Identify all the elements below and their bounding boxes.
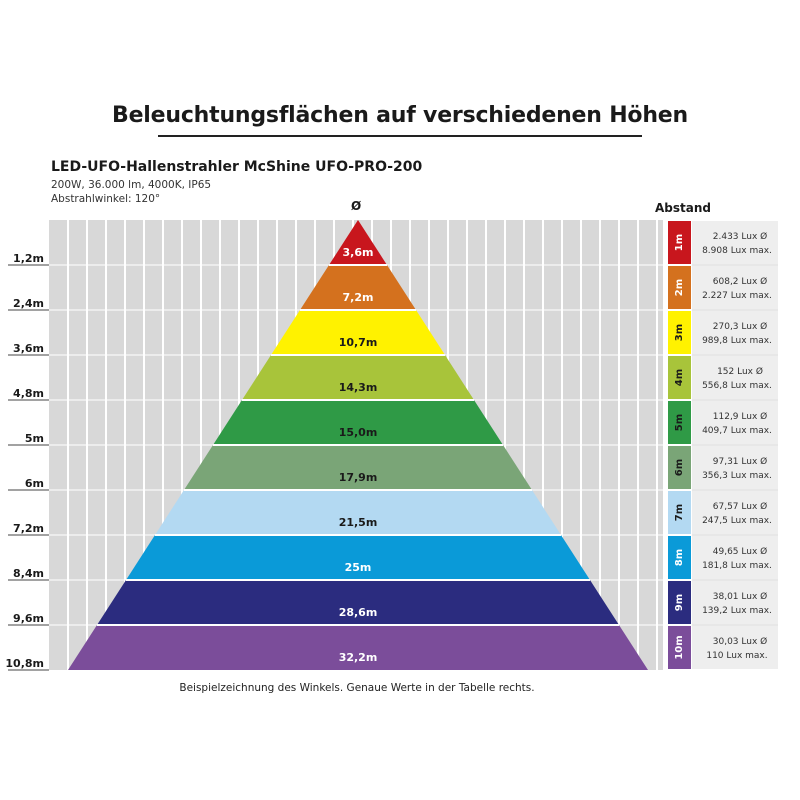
- lux-cell: [692, 446, 778, 489]
- lux-average: 49,65 Lux Ø: [713, 546, 767, 557]
- lux-cell: [692, 626, 778, 669]
- band-diameter-label: 25m: [345, 561, 372, 574]
- pyramid-band: [242, 355, 474, 400]
- page-title: Beleuchtungsflächen auf verschiedenen Hö…: [112, 103, 688, 128]
- height-label: 8,4m: [13, 567, 44, 580]
- band-diameter-label: 28,6m: [339, 606, 378, 619]
- pyramid-band: [97, 580, 619, 625]
- pyramid-band: [155, 490, 561, 535]
- lux-maximum: 2.227 Lux max.: [702, 291, 772, 301]
- distance-cell: [668, 401, 691, 444]
- spec-angle: Abstrahlwinkel: 120°: [51, 193, 161, 205]
- height-label: 2,4m: [13, 297, 44, 310]
- lux-maximum: 139,2 Lux max.: [702, 606, 772, 616]
- height-label: 10,8m: [5, 657, 44, 670]
- distance-cell: [668, 356, 691, 399]
- diameter-header: Ø: [351, 199, 362, 213]
- pyramid-band: [329, 220, 387, 265]
- band-diameter-label: 15,0m: [339, 426, 378, 439]
- distance-label: 10m: [674, 635, 685, 659]
- height-label: 6m: [25, 477, 44, 490]
- chart-caption: Beispielzeichnung des Winkels. Genaue We…: [179, 682, 535, 694]
- height-label: 7,2m: [13, 522, 44, 535]
- distance-header: Abstand: [655, 201, 711, 215]
- distance-cell: [668, 221, 691, 264]
- distance-label: 9m: [674, 594, 685, 611]
- band-diameter-label: 14,3m: [339, 381, 378, 394]
- distance-label: 7m: [674, 504, 685, 521]
- pyramid-band: [300, 265, 416, 310]
- lux-maximum: 181,8 Lux max.: [702, 561, 772, 571]
- lux-average: 38,01 Lux Ø: [713, 591, 767, 602]
- lux-average: 67,57 Lux Ø: [713, 501, 767, 512]
- distance-cell: [668, 266, 691, 309]
- height-label: 9,6m: [13, 612, 44, 625]
- distance-cell: [668, 581, 691, 624]
- lux-maximum: 989,8 Lux max.: [702, 336, 772, 346]
- lux-maximum: 110 Lux max.: [706, 651, 767, 661]
- lux-average: 2.433 Lux Ø: [713, 231, 767, 242]
- lux-average: 97,31 Lux Ø: [713, 456, 767, 467]
- product-name: LED-UFO-Hallenstrahler McShine UFO-PRO-2…: [51, 159, 423, 175]
- distance-label: 5m: [674, 414, 685, 431]
- distance-cell: [668, 491, 691, 534]
- lux-cell: [692, 491, 778, 534]
- title-underline: [158, 135, 642, 137]
- height-label: 1,2m: [13, 252, 44, 265]
- height-label: 3,6m: [13, 342, 44, 355]
- pyramid-band: [271, 310, 445, 355]
- lux-maximum: 409,7 Lux max.: [702, 426, 772, 436]
- lux-cell: [692, 401, 778, 444]
- distance-label: 4m: [674, 369, 685, 386]
- pyramid-band: [213, 400, 503, 445]
- lux-average: 30,03 Lux Ø: [713, 636, 767, 647]
- lux-maximum: 8.908 Lux max.: [702, 246, 772, 256]
- pyramid-band: [184, 445, 532, 490]
- pyramid-band: [68, 625, 648, 670]
- lux-cell: [692, 536, 778, 579]
- product-specs: 200W, 36.000 lm, 4000K, IP65 Abstrahlwin…: [51, 178, 211, 206]
- distance-label: 2m: [674, 279, 685, 296]
- distance-cell: [668, 446, 691, 489]
- lux-cell: [692, 266, 778, 309]
- spec-power: 200W, 36.000 lm, 4000K, IP65: [51, 179, 212, 191]
- pyramid-band: [126, 535, 590, 580]
- lux-cell: [692, 221, 778, 264]
- lux-cell: [692, 581, 778, 624]
- distance-label: 6m: [674, 459, 685, 476]
- distance-cell: [668, 626, 691, 669]
- band-diameter-label: 3,6m: [343, 246, 374, 259]
- lux-average: 270,3 Lux Ø: [713, 321, 767, 332]
- height-label: 4,8m: [13, 387, 44, 400]
- lux-cell: [692, 311, 778, 354]
- lux-average: 112,9 Lux Ø: [713, 411, 767, 422]
- lux-average: 608,2 Lux Ø: [713, 276, 767, 287]
- lux-maximum: 247,5 Lux max.: [702, 516, 772, 526]
- band-diameter-label: 10,7m: [339, 336, 378, 349]
- band-diameter-label: 7,2m: [343, 291, 374, 304]
- height-label: 5m: [25, 432, 44, 445]
- distance-label: 3m: [674, 324, 685, 341]
- band-diameter-label: 32,2m: [339, 651, 378, 664]
- lux-cell: [692, 356, 778, 399]
- band-diameter-label: 21,5m: [339, 516, 378, 529]
- distance-cell: [668, 311, 691, 354]
- distance-label: 8m: [674, 549, 685, 566]
- distance-cell: [668, 536, 691, 579]
- lux-maximum: 356,3 Lux max.: [702, 471, 772, 481]
- lux-average: 152 Lux Ø: [717, 366, 763, 377]
- lux-maximum: 556,8 Lux max.: [702, 381, 772, 391]
- band-diameter-label: 17,9m: [339, 471, 378, 484]
- distance-label: 1m: [674, 234, 685, 251]
